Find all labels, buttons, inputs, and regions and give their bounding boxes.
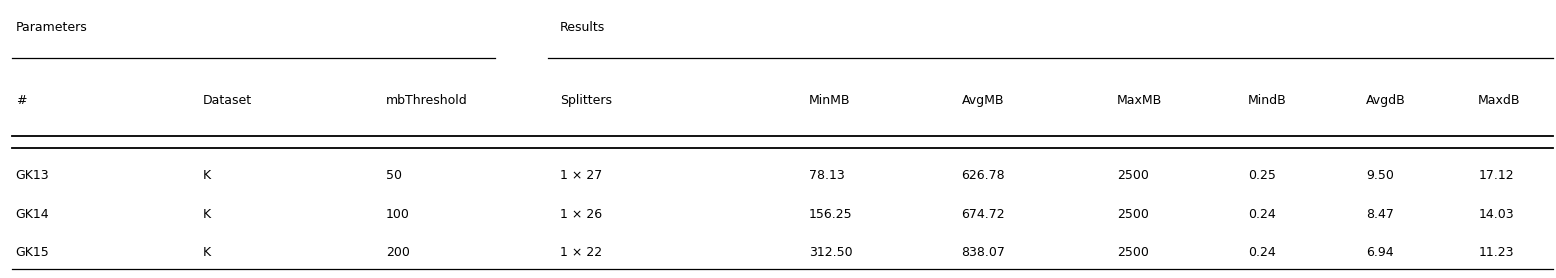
Text: MaxMB: MaxMB xyxy=(1117,94,1162,106)
Text: 838.07: 838.07 xyxy=(962,247,1005,259)
Text: MindB: MindB xyxy=(1248,94,1287,106)
Text: 626.78: 626.78 xyxy=(962,169,1005,182)
Text: Parameters: Parameters xyxy=(16,21,87,34)
Text: 2500: 2500 xyxy=(1117,208,1148,220)
Text: K: K xyxy=(202,208,210,220)
Text: 14.03: 14.03 xyxy=(1478,208,1514,220)
Text: 0.24: 0.24 xyxy=(1248,208,1276,220)
Text: AvgdB: AvgdB xyxy=(1366,94,1407,106)
Text: 2500: 2500 xyxy=(1117,247,1148,259)
Text: 0.24: 0.24 xyxy=(1248,247,1276,259)
Text: GK15: GK15 xyxy=(16,247,50,259)
Text: 50: 50 xyxy=(386,169,401,182)
Text: GK13: GK13 xyxy=(16,169,50,182)
Text: 200: 200 xyxy=(386,247,409,259)
Text: 312.50: 312.50 xyxy=(809,247,853,259)
Text: 156.25: 156.25 xyxy=(809,208,853,220)
Text: 11.23: 11.23 xyxy=(1478,247,1514,259)
Text: 1 × 27: 1 × 27 xyxy=(560,169,602,182)
Text: GK14: GK14 xyxy=(16,208,50,220)
Text: MinMB: MinMB xyxy=(809,94,851,106)
Text: Results: Results xyxy=(560,21,605,34)
Text: 17.12: 17.12 xyxy=(1478,169,1514,182)
Text: K: K xyxy=(202,169,210,182)
Text: 1 × 26: 1 × 26 xyxy=(560,208,602,220)
Text: MaxdB: MaxdB xyxy=(1478,94,1520,106)
Text: 2500: 2500 xyxy=(1117,169,1148,182)
Text: Splitters: Splitters xyxy=(560,94,612,106)
Text: 8.47: 8.47 xyxy=(1366,208,1394,220)
Text: #: # xyxy=(16,94,26,106)
Text: K: K xyxy=(202,247,210,259)
Text: 674.72: 674.72 xyxy=(962,208,1005,220)
Text: 6.94: 6.94 xyxy=(1366,247,1394,259)
Text: 78.13: 78.13 xyxy=(809,169,845,182)
Text: mbThreshold: mbThreshold xyxy=(386,94,468,106)
Text: 1 × 22: 1 × 22 xyxy=(560,247,602,259)
Text: 9.50: 9.50 xyxy=(1366,169,1394,182)
Text: AvgMB: AvgMB xyxy=(962,94,1004,106)
Text: Dataset: Dataset xyxy=(202,94,252,106)
Text: 0.25: 0.25 xyxy=(1248,169,1276,182)
Text: 100: 100 xyxy=(386,208,409,220)
